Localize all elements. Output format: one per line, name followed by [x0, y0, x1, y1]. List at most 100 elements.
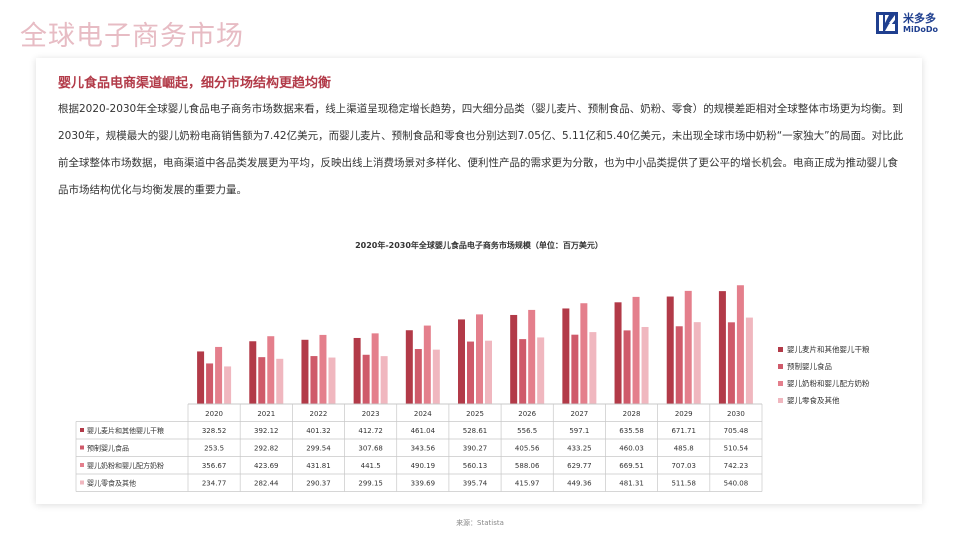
data-label: 292.82 [254, 445, 279, 453]
x-tick-label: 2020 [205, 410, 223, 418]
x-tick-label: 2021 [257, 410, 275, 418]
x-tick-label: 2026 [518, 410, 536, 418]
data-label: 343.56 [411, 445, 436, 453]
bar-2030-series-1 [718, 291, 726, 404]
logo-en: MiDoDo [903, 24, 938, 34]
bar-2026-series-2 [519, 339, 527, 404]
table-legend-swatch [80, 428, 84, 432]
data-label: 401.32 [306, 427, 331, 435]
data-label: 588.06 [515, 462, 540, 470]
x-tick-label: 2022 [310, 410, 328, 418]
bar-2021-series-1 [249, 341, 257, 404]
table-row-label: 婴儿奶粉和婴儿配方奶粉 [87, 461, 164, 470]
bar-2022-series-4 [328, 357, 336, 404]
bar-2021-series-3 [267, 336, 275, 404]
data-label: 328.52 [202, 427, 227, 435]
data-label: 528.61 [463, 427, 488, 435]
data-label: 510.54 [724, 445, 749, 453]
bar-2020-series-1 [197, 351, 205, 404]
data-label: 597.1 [569, 427, 589, 435]
bar-2030-series-2 [727, 322, 735, 404]
data-label: 299.15 [358, 480, 383, 488]
legend-label: 婴儿麦片和其他婴儿干粮 [787, 344, 870, 354]
data-label: 461.04 [411, 427, 436, 435]
data-label: 392.12 [254, 427, 279, 435]
chart-title: 2020年-2030年全球婴儿食品电子商务市场规模（单位：百万美元） [355, 241, 603, 250]
data-label: 485.8 [674, 445, 694, 453]
legend-swatch [778, 381, 783, 386]
data-label: 540.08 [724, 480, 749, 488]
table-row-label: 婴儿麦片和其他婴儿干粮 [87, 426, 164, 435]
data-label: 395.74 [463, 480, 488, 488]
data-label: 415.97 [515, 480, 540, 488]
data-label: 441.5 [361, 462, 381, 470]
data-label: 307.68 [358, 445, 383, 453]
bar-2023-series-3 [371, 333, 379, 404]
x-tick-label: 2023 [362, 410, 380, 418]
bar-2024-series-1 [405, 330, 413, 404]
data-label: 460.03 [619, 445, 644, 453]
data-label: 412.72 [358, 427, 383, 435]
bar-2030-series-4 [745, 317, 753, 404]
bar-2020-series-3 [215, 346, 223, 404]
x-tick-label: 2029 [675, 410, 693, 418]
bar-2027-series-2 [571, 334, 579, 404]
bar-2029-series-1 [666, 296, 674, 404]
data-label: 234.77 [202, 480, 227, 488]
data-label: 481.31 [619, 480, 644, 488]
card-body-text: 根据2020-2030年全球婴儿食品电子商务市场数据来看，线上渠道呈现稳定增长趋… [58, 103, 904, 196]
bar-2027-series-3 [580, 303, 588, 404]
bar-2026-series-3 [528, 309, 536, 404]
legend-swatch [778, 364, 783, 369]
bar-2023-series-1 [353, 337, 361, 404]
page-title: 全球电子商务市场 [20, 21, 244, 52]
data-label: 339.69 [411, 480, 436, 488]
data-label: 433.25 [567, 445, 592, 453]
bar-2025-series-4 [485, 340, 492, 404]
data-label: 253.5 [204, 445, 224, 453]
data-label: 282.44 [254, 480, 279, 488]
table-legend-swatch [80, 445, 84, 450]
bar-2023-series-4 [380, 356, 388, 404]
x-tick-label: 2030 [727, 410, 745, 418]
bar-2023-series-2 [362, 354, 370, 404]
data-label: 556.5 [517, 427, 537, 435]
data-label: 299.54 [306, 445, 331, 453]
data-label: 390.27 [463, 445, 488, 453]
logo-cn: 米多多 [903, 11, 937, 25]
data-label: 707.03 [671, 462, 696, 470]
bar-2025-series-2 [467, 341, 474, 404]
bar-2021-series-4 [276, 358, 284, 404]
legend-label: 婴儿奶粉和婴儿配方奶粉 [787, 378, 870, 388]
data-label: 705.48 [724, 427, 749, 435]
legend-label: 婴儿零食及其他 [787, 395, 840, 405]
bar-2028-series-1 [614, 302, 622, 404]
bar-2021-series-2 [258, 357, 266, 404]
logo: 米多多 MiDoDo [876, 12, 938, 34]
data-label: 629.77 [567, 462, 592, 470]
x-tick-label: 2025 [466, 410, 484, 418]
bar-2024-series-2 [414, 349, 422, 404]
data-label: 742.23 [724, 462, 749, 470]
table-row-label: 婴儿零食及其他 [87, 479, 136, 488]
legend-label: 预制婴儿食品 [787, 361, 832, 371]
bar-2022-series-2 [310, 356, 318, 404]
bar-2020-series-2 [206, 363, 214, 404]
table-legend-swatch [80, 463, 84, 467]
content-card: 婴儿食品电商渠道崛起，细分市场结构更趋均衡 根据2020-2030年全球婴儿食品… [36, 58, 922, 504]
bar-2024-series-4 [432, 349, 440, 404]
bar-2022-series-1 [301, 339, 309, 404]
data-label: 290.37 [306, 480, 331, 488]
bar-2026-series-4 [537, 337, 545, 404]
x-tick-label: 2027 [570, 410, 588, 418]
bar-2026-series-1 [510, 314, 518, 404]
bar-2029-series-3 [684, 290, 692, 404]
legend-swatch [778, 398, 783, 403]
bar-2020-series-4 [224, 366, 232, 404]
data-label: 511.58 [671, 480, 696, 488]
data-label: 356.67 [202, 462, 227, 470]
bar-2024-series-3 [423, 325, 431, 404]
x-tick-label: 2024 [414, 410, 432, 418]
x-tick-label: 2028 [623, 410, 641, 418]
